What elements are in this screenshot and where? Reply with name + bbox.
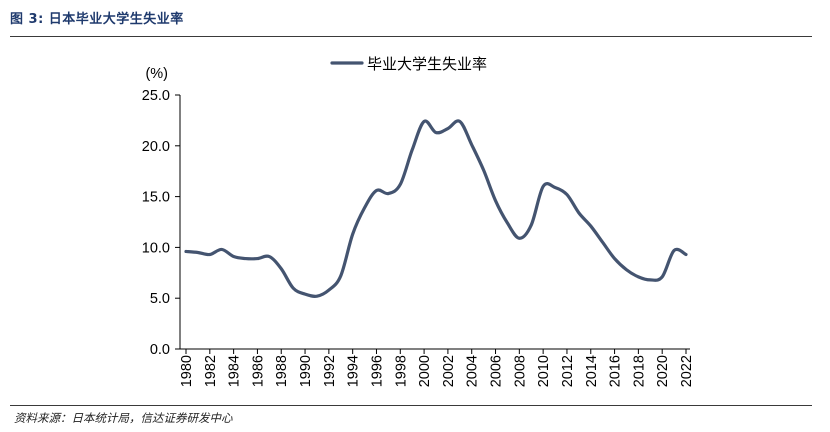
x-tick-label: 1988 <box>274 355 290 387</box>
chart-axes <box>175 94 690 354</box>
x-tick-label: 2000 <box>417 355 433 387</box>
y-axis-unit-label: (%) <box>145 66 168 82</box>
line-chart: 25.020.015.010.05.00.0 1980 1982 1984 1986 1… <box>142 55 695 387</box>
x-tick-label: 1982 <box>203 355 219 387</box>
x-tick-label: 2006 <box>489 355 505 387</box>
y-tick-labels: 25.0 20.0 15.0 10.0 5.0 0.0 <box>142 88 170 358</box>
x-tick-label: 2022 <box>679 355 695 387</box>
y-tick-label: 0.0 <box>150 342 170 358</box>
x-tick-label: 2014 <box>584 355 600 387</box>
x-tick-label: 1984 <box>227 355 243 387</box>
x-tick-label: 1986 <box>250 355 266 387</box>
x-tick-label: 2016 <box>608 355 624 387</box>
x-tick-label: 1994 <box>346 355 362 387</box>
y-tick-label: 20.0 <box>142 139 170 155</box>
x-tick-label: 2002 <box>441 355 457 387</box>
source-note: 资料来源：日本统计局，信达证券研发中心 <box>14 411 233 425</box>
x-tick-label: 1980 <box>179 355 195 387</box>
legend-label: 毕业大学生失业率 <box>367 55 487 73</box>
y-tick-label: 15.0 <box>142 190 170 206</box>
y-tick-label: 5.0 <box>150 291 170 307</box>
legend: 毕业大学生失业率 <box>330 55 487 73</box>
x-tick-label: 2020 <box>655 355 671 387</box>
series-line-unemployment-rate <box>184 119 688 298</box>
bottom-divider <box>10 405 812 406</box>
figure-title: 图 3: 日本毕业大学生失业率 <box>10 12 184 27</box>
top-divider <box>10 36 812 37</box>
x-tick-label: 2010 <box>536 355 552 387</box>
y-tick-label: 10.0 <box>142 240 170 256</box>
x-tick-labels: 1980 1982 1984 1986 1988 1990 1992 1994 1996 1998… <box>179 355 695 387</box>
series-layer <box>184 119 688 298</box>
x-tick-label: 1990 <box>298 355 314 387</box>
x-tick-label: 2004 <box>465 355 481 387</box>
x-tick-label: 1998 <box>393 355 409 387</box>
x-tick-label: 1996 <box>369 355 385 387</box>
x-tick-label: 2012 <box>560 355 576 387</box>
y-tick-label: 25.0 <box>142 88 170 104</box>
x-tick-label: 2008 <box>512 355 528 387</box>
x-tick-label: 1992 <box>322 355 338 387</box>
x-tick-label: 2018 <box>631 355 647 387</box>
